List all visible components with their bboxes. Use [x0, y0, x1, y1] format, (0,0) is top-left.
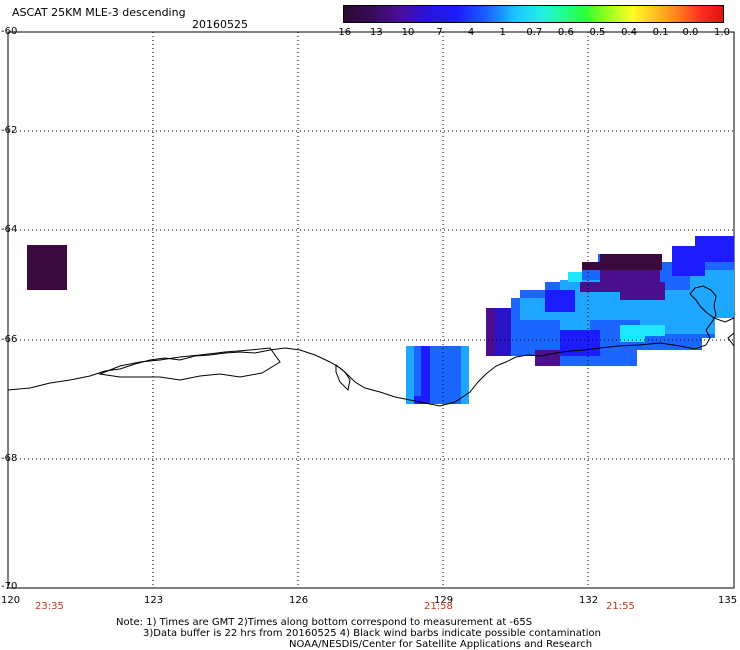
map-title: ASCAT 25KM MLE-3 descending [12, 6, 186, 19]
y-tick-label: -66 [1, 334, 18, 345]
x-tick-label: 120 [1, 595, 21, 606]
footer-note-2: 3)Data buffer is 22 hrs from 20160525 4)… [143, 628, 601, 639]
footer-credit: NOAA/NESDIS/Center for Satellite Applica… [289, 639, 593, 650]
coastline [7, 285, 735, 407]
data-patch-middle [406, 346, 469, 404]
y-tick-label: -70 [1, 581, 18, 592]
x-tick-label: 129 [434, 595, 454, 606]
wind-data-layer [27, 236, 734, 404]
data-patch-east [486, 236, 734, 366]
y-tick-label: -64 [1, 224, 18, 235]
data-patch-west [27, 245, 67, 290]
grid-lines [8, 32, 734, 588]
pass-time: 21:55 [606, 601, 635, 612]
x-tick-label: 132 [579, 595, 599, 606]
y-tick-label: -62 [1, 125, 18, 136]
pass-time: 23:35 [35, 601, 64, 612]
y-tick-label: -60 [1, 26, 18, 37]
colorbar [343, 5, 724, 23]
y-tick-label: -68 [1, 453, 18, 464]
x-tick-label: 123 [144, 595, 164, 606]
map-date: 20160525 [192, 18, 248, 31]
footer-note-1: Note: 1) Times are GMT 2)Times along bot… [116, 617, 533, 628]
x-tick-label: 135 [718, 595, 738, 606]
pass-time: 21:58 [424, 601, 453, 612]
x-tick-label: 126 [289, 595, 309, 606]
